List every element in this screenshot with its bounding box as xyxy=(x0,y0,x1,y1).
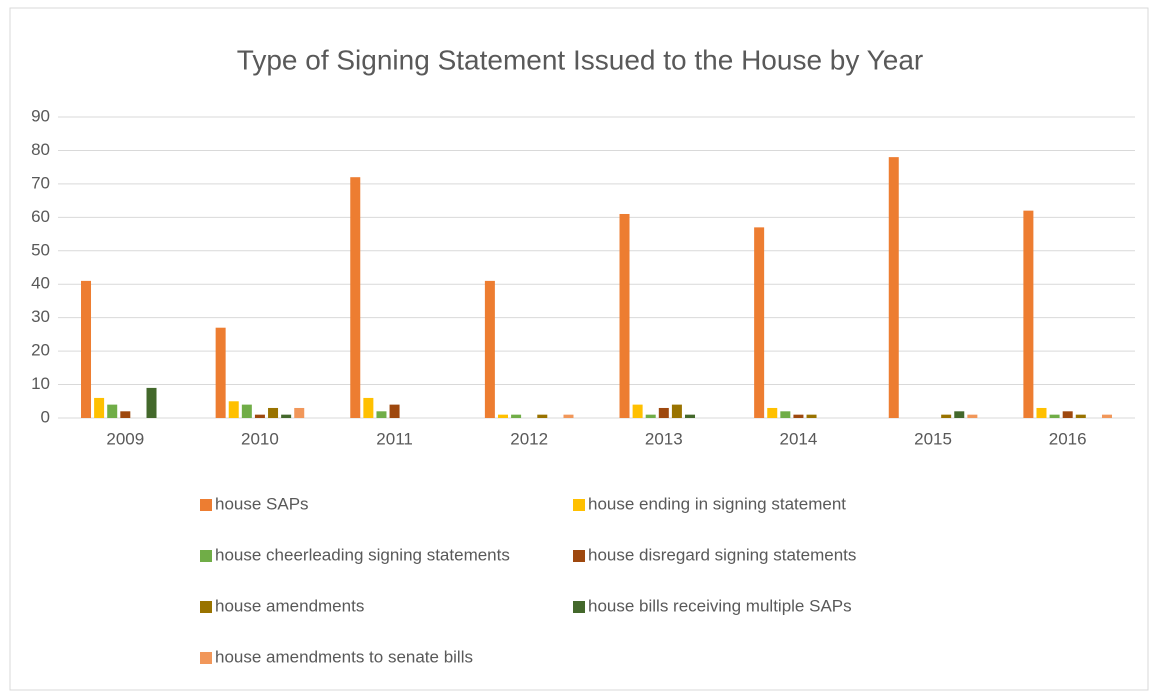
bar xyxy=(268,407,279,418)
bar xyxy=(120,411,131,418)
bar xyxy=(671,404,682,418)
bar xyxy=(215,327,226,418)
legend-label: house bills receiving multiple SAPs xyxy=(588,596,852,615)
bar xyxy=(484,280,495,418)
bar xyxy=(632,404,643,418)
bar xyxy=(81,280,92,418)
bar xyxy=(241,404,252,418)
x-tick-label: 2016 xyxy=(1049,429,1087,448)
bar xyxy=(1049,414,1060,418)
x-tick-label: 2014 xyxy=(780,429,818,448)
legend-label: house amendments xyxy=(215,596,364,615)
y-tick-label: 30 xyxy=(31,307,50,326)
x-tick-label: 2015 xyxy=(914,429,952,448)
bar xyxy=(954,411,965,418)
bar xyxy=(806,414,817,418)
legend-label: house cheerleading signing statements xyxy=(215,545,510,564)
legend-swatch xyxy=(200,601,212,613)
bar xyxy=(1023,210,1034,418)
bar xyxy=(254,414,265,418)
y-tick-label: 60 xyxy=(31,207,50,226)
bar xyxy=(780,411,791,418)
bar xyxy=(497,414,508,418)
legend-swatch xyxy=(573,499,585,511)
bar xyxy=(363,397,374,418)
x-tick-label: 2013 xyxy=(645,429,683,448)
bar xyxy=(888,157,899,418)
bar xyxy=(1075,414,1086,418)
y-tick-label: 10 xyxy=(31,374,50,393)
y-tick-label: 90 xyxy=(31,106,50,125)
x-tick-label: 2012 xyxy=(510,429,548,448)
bar xyxy=(1062,411,1073,418)
y-tick-label: 50 xyxy=(31,240,50,259)
legend-swatch xyxy=(200,499,212,511)
chart-border xyxy=(9,7,1149,691)
bar xyxy=(767,407,778,418)
bar xyxy=(146,387,157,418)
y-tick-label: 20 xyxy=(31,341,50,360)
bar xyxy=(389,404,400,418)
bar xyxy=(107,404,118,418)
legend-swatch xyxy=(200,652,212,664)
bar xyxy=(537,414,548,418)
x-tick-label: 2011 xyxy=(376,429,413,448)
bar xyxy=(350,177,361,418)
bar xyxy=(294,407,305,418)
chart-title: Type of Signing Statement Issued to the … xyxy=(237,44,923,75)
bar xyxy=(228,401,239,418)
bar xyxy=(754,227,765,418)
bar xyxy=(645,414,656,418)
legend-label: house SAPs xyxy=(215,494,309,513)
y-tick-label: 80 xyxy=(31,140,50,159)
bar xyxy=(376,411,387,418)
bar xyxy=(967,414,978,418)
bar xyxy=(563,414,574,418)
bar xyxy=(619,213,630,418)
y-tick-label: 70 xyxy=(31,173,50,192)
y-tick-label: 0 xyxy=(41,407,50,426)
legend-label: house ending in signing statement xyxy=(588,494,846,513)
bar xyxy=(941,414,952,418)
x-tick-label: 2010 xyxy=(241,429,279,448)
legend-label: house disregard signing statements xyxy=(588,545,856,564)
legend-swatch xyxy=(200,550,212,562)
bar xyxy=(1101,414,1112,418)
x-tick-label: 2009 xyxy=(106,429,144,448)
bar xyxy=(1036,407,1047,418)
y-tick-label: 40 xyxy=(31,274,50,293)
bar xyxy=(281,414,292,418)
bar xyxy=(94,397,105,418)
legend-label: house amendments to senate bills xyxy=(215,647,473,666)
bar xyxy=(793,414,804,418)
legend-swatch xyxy=(573,601,585,613)
legend-swatch xyxy=(573,550,585,562)
bar xyxy=(658,407,669,418)
bar xyxy=(511,414,522,418)
bar xyxy=(685,414,696,418)
